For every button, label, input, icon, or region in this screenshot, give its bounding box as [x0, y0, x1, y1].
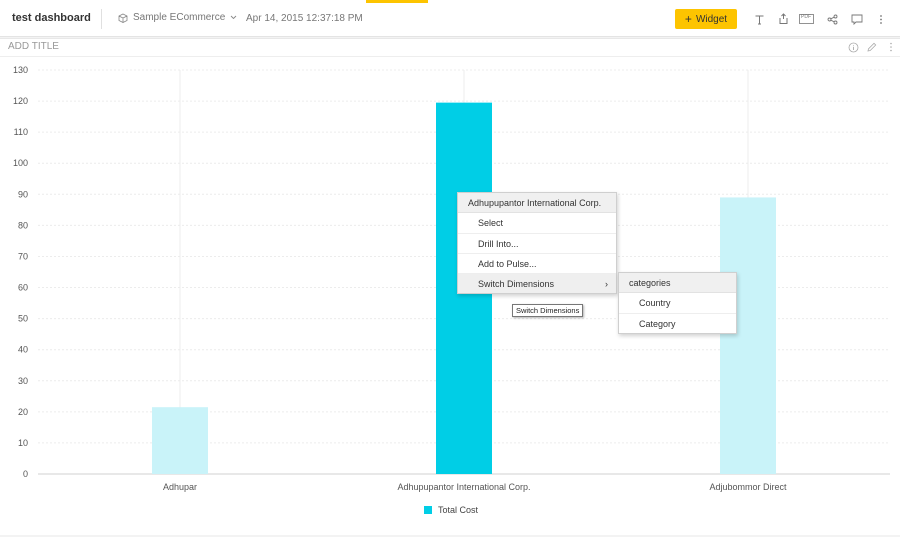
x-tick-label: Adjubommor Direct — [709, 482, 787, 492]
submenu-header: categories — [619, 273, 736, 293]
datasource-selector[interactable]: Sample ECommerce — [118, 12, 237, 23]
y-tick-label: 0 — [23, 469, 28, 479]
info-icon[interactable] — [847, 41, 859, 53]
datasource-label: Sample ECommerce — [133, 12, 226, 23]
submenu-item-country[interactable]: Country — [639, 298, 671, 308]
dimensions-submenu: categories Country Category — [618, 272, 737, 334]
active-tab-indicator — [366, 0, 428, 3]
context-menu-header: Adhupupantor International Corp. — [458, 193, 616, 213]
y-tick-label: 70 — [18, 251, 28, 261]
tooltip: Switch Dimensions — [512, 304, 584, 317]
y-tick-label: 100 — [13, 158, 28, 168]
chevron-down-icon — [230, 15, 237, 20]
more-vertical-icon[interactable] — [874, 12, 888, 26]
y-tick-label: 10 — [18, 438, 28, 448]
legend-label: Total Cost — [438, 505, 479, 515]
submenu-item-category[interactable]: Category — [619, 313, 736, 333]
chart-legend[interactable]: Total Cost — [424, 505, 478, 515]
dashboard-title[interactable]: test dashboard — [12, 12, 91, 24]
widget-header: ADD TITLE — [0, 39, 900, 57]
comment-icon[interactable] — [850, 12, 864, 26]
x-tick-label: Adhupupantor International Corp. — [397, 482, 530, 492]
legend-swatch — [424, 506, 432, 514]
y-tick-label: 60 — [18, 283, 28, 293]
pdf-icon[interactable]: PDF — [798, 12, 814, 26]
y-tick-label: 20 — [18, 407, 28, 417]
context-menu: Adhupupantor International Corp. Select … — [457, 192, 617, 294]
timestamp: Apr 14, 2015 12:37:18 PM — [246, 13, 363, 24]
share-icon[interactable] — [825, 12, 839, 26]
switch-dimensions-label: Switch Dimensions — [478, 279, 555, 289]
bar[interactable] — [152, 407, 208, 474]
export-icon[interactable] — [776, 12, 790, 26]
y-tick-label: 130 — [13, 65, 28, 75]
menu-item-drill-into[interactable]: Drill Into... — [458, 233, 616, 253]
menu-item-switch-dimensions[interactable]: Switch Dimensions › — [458, 273, 616, 293]
y-tick-label: 80 — [18, 220, 28, 230]
add-widget-button[interactable]: + Widget — [675, 9, 737, 29]
menu-item-select[interactable]: Select — [478, 218, 504, 228]
add-widget-label: Widget — [695, 13, 728, 25]
y-tick-label: 110 — [14, 127, 28, 137]
y-tick-label: 90 — [18, 189, 28, 199]
chevron-right-icon: › — [605, 279, 608, 289]
menu-item-add-to-pulse[interactable]: Add to Pulse... — [458, 253, 616, 273]
widget-more-icon[interactable] — [885, 41, 897, 53]
y-tick-label: 30 — [18, 376, 28, 386]
y-tick-label: 40 — [18, 345, 28, 355]
bar[interactable] — [720, 197, 776, 474]
text-icon[interactable] — [752, 12, 766, 26]
y-tick-label: 120 — [13, 96, 28, 106]
edit-icon[interactable] — [866, 41, 878, 53]
cube-icon — [118, 13, 128, 23]
plus-icon: + — [684, 12, 692, 26]
top-toolbar: test dashboard Sample ECommerce Apr 14, … — [0, 0, 900, 37]
pdf-label: PDF — [801, 14, 811, 20]
x-tick-label: Adhupar — [163, 482, 197, 492]
y-tick-label: 50 — [18, 314, 28, 324]
widget-title[interactable]: ADD TITLE — [8, 41, 59, 52]
divider — [101, 9, 102, 29]
